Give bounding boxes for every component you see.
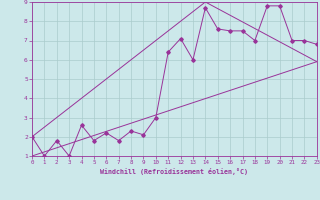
X-axis label: Windchill (Refroidissement éolien,°C): Windchill (Refroidissement éolien,°C)	[100, 168, 248, 175]
